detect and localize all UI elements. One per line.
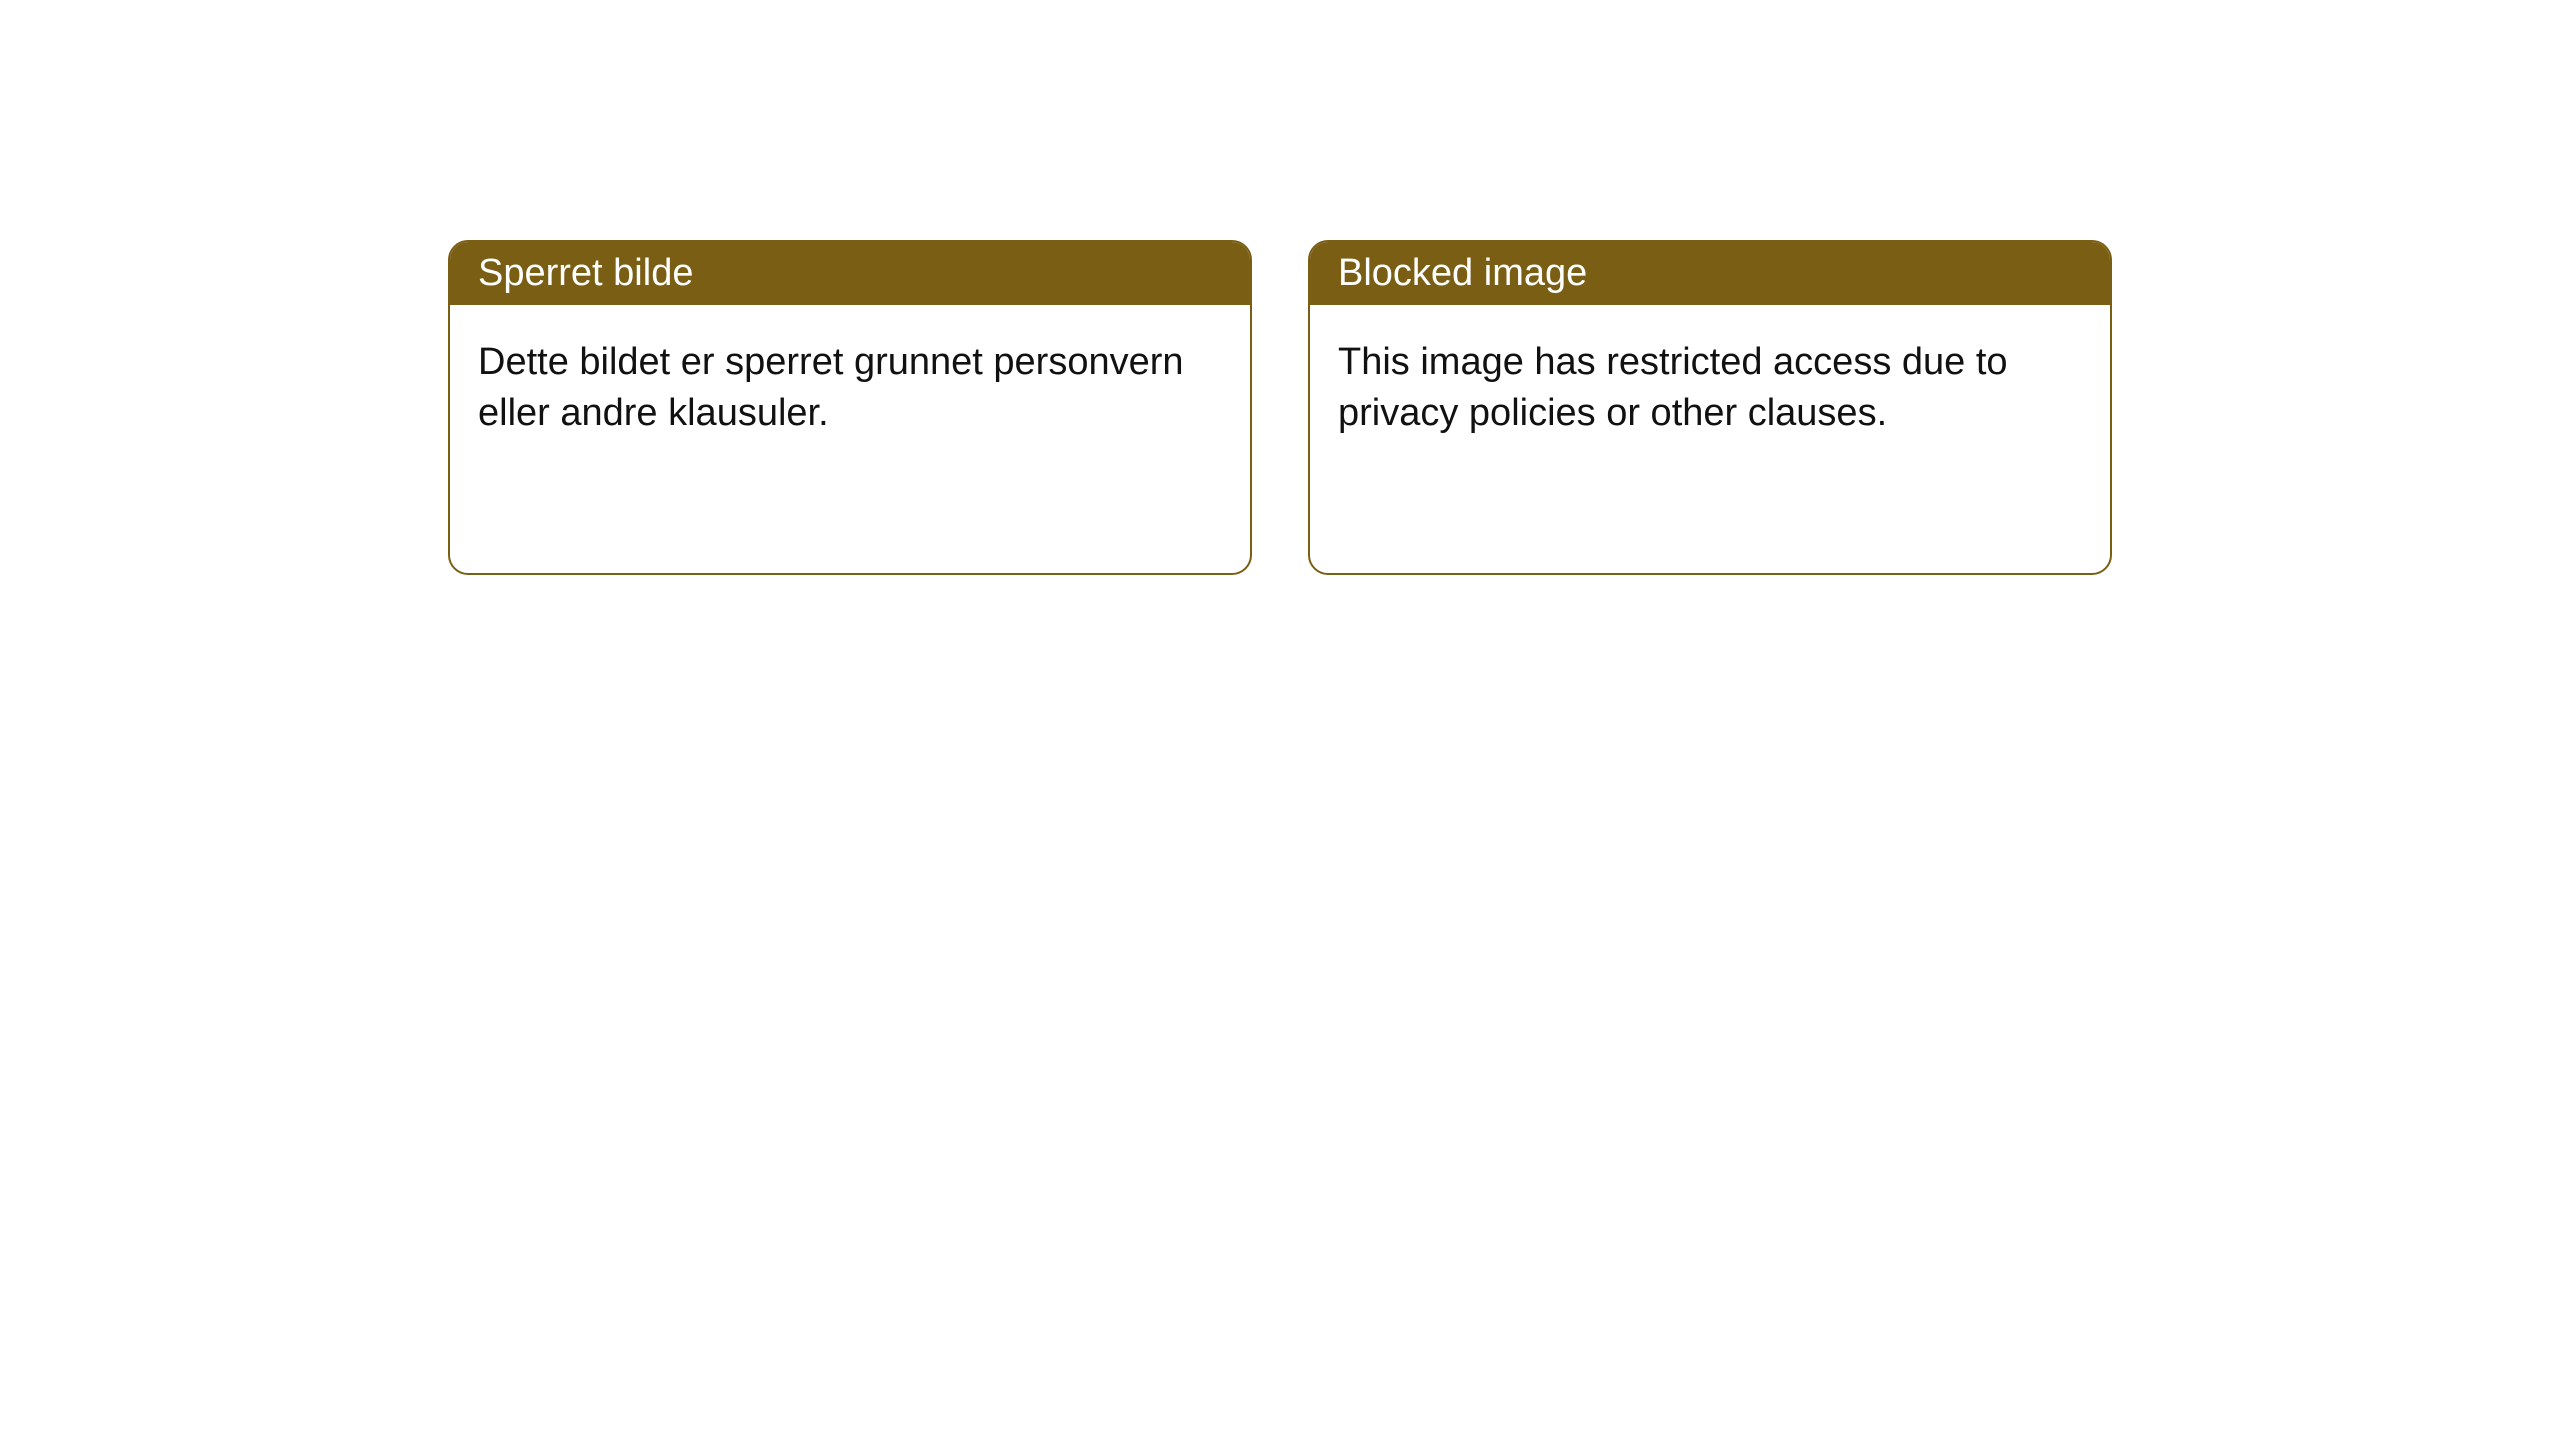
notice-header-norwegian: Sperret bilde xyxy=(450,242,1250,305)
notice-text-english: This image has restricted access due to … xyxy=(1338,341,2008,434)
notice-box-english: Blocked image This image has restricted … xyxy=(1308,240,2112,575)
notice-body-norwegian: Dette bildet er sperret grunnet personve… xyxy=(450,305,1250,472)
notice-text-norwegian: Dette bildet er sperret grunnet personve… xyxy=(478,341,1184,434)
notice-container: Sperret bilde Dette bildet er sperret gr… xyxy=(0,0,2560,575)
notice-title-english: Blocked image xyxy=(1338,252,1587,294)
notice-box-norwegian: Sperret bilde Dette bildet er sperret gr… xyxy=(448,240,1252,575)
notice-body-english: This image has restricted access due to … xyxy=(1310,305,2110,472)
notice-title-norwegian: Sperret bilde xyxy=(478,252,693,294)
notice-header-english: Blocked image xyxy=(1310,242,2110,305)
